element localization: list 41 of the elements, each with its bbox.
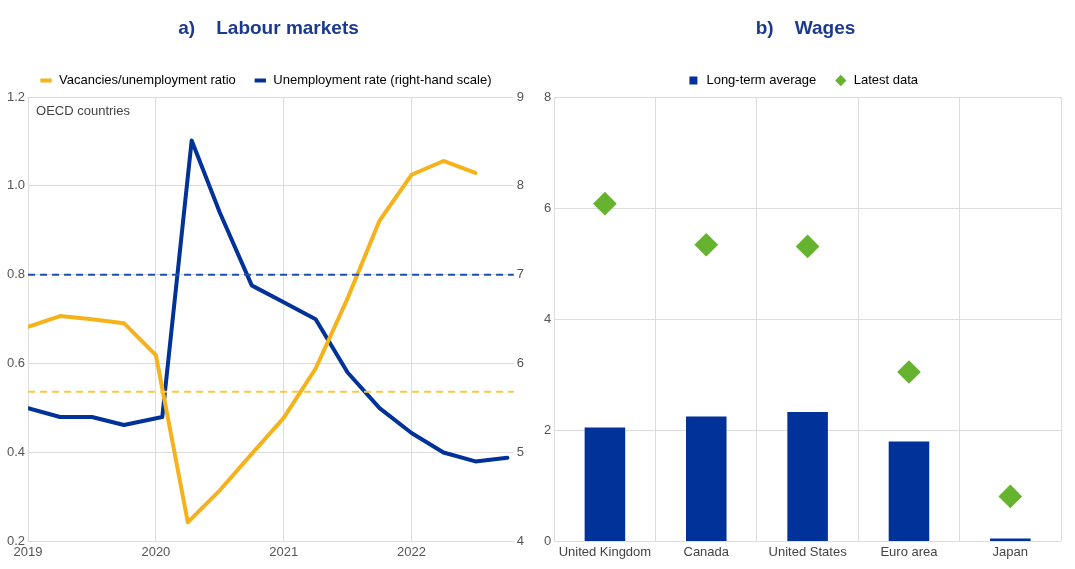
- y2-tick-label: 9: [516, 88, 524, 104]
- x-tick-label: United States: [768, 543, 848, 559]
- point: [897, 360, 920, 383]
- x-tick-label: Canada: [683, 543, 730, 559]
- y-tick-label: 0.2: [6, 532, 26, 548]
- y2-tick-label: 7: [516, 266, 524, 282]
- x-tick-label: United Kingdom: [558, 543, 652, 559]
- y-tick-label: 0.4: [6, 444, 26, 460]
- y2-tick-label: 8: [516, 177, 524, 193]
- point: [593, 192, 616, 215]
- y-tick-label: 0.8: [6, 266, 26, 282]
- point: [999, 485, 1022, 508]
- bar: [685, 416, 727, 541]
- y2-tick-label: 5: [516, 444, 524, 460]
- x-tick-label: 2021: [269, 543, 299, 559]
- y-tick-label: 1.2: [6, 88, 26, 104]
- x-tick-label: Euro area: [880, 543, 939, 559]
- point: [695, 233, 718, 256]
- bar: [888, 441, 930, 541]
- x-tick-label: 2022: [397, 543, 426, 559]
- legend-label: Vacancies/unemployment ratio: [59, 72, 236, 88]
- bar: [584, 427, 626, 541]
- legend-label: Long-term average: [706, 72, 817, 88]
- point: [796, 235, 819, 258]
- y-tick-label: 4: [544, 310, 552, 326]
- y2-tick-label: 4: [516, 532, 524, 548]
- y-tick-label: 2: [544, 421, 552, 437]
- y2-tick-label: 6: [516, 355, 524, 371]
- chart-title: b) Wages: [754, 16, 857, 40]
- legend-label: Latest data: [853, 72, 919, 88]
- y-tick-label: 8: [544, 88, 552, 104]
- legend-label: Unemployment rate (right-hand scale): [273, 72, 492, 88]
- y-tick-label: 0.6: [6, 355, 26, 371]
- annotation: OECD countries: [36, 103, 131, 119]
- chart-title: a) Labour markets: [177, 16, 360, 40]
- y-tick-label: 1.0: [6, 177, 26, 193]
- x-tick-label: 2020: [141, 543, 171, 559]
- bar: [787, 411, 828, 541]
- y-tick-label: 0: [544, 532, 552, 548]
- y-tick-label: 6: [544, 199, 552, 215]
- x-tick-label: Japan: [992, 543, 1029, 559]
